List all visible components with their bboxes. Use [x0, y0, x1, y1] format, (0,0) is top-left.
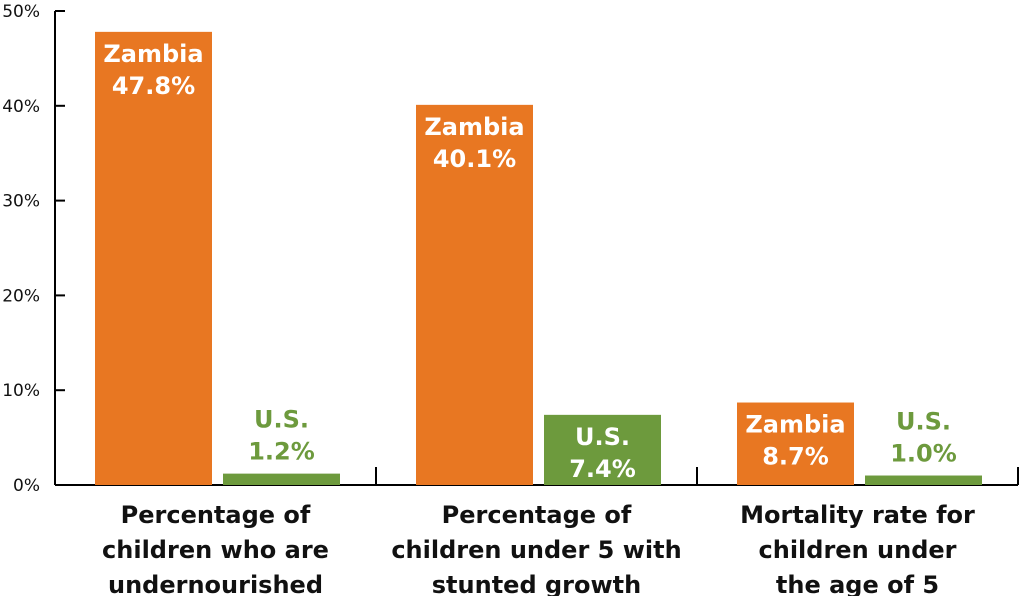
y-tick-label: 30% [2, 192, 40, 212]
category-label: the age of 5 [776, 571, 939, 596]
category-label: Percentage of [442, 501, 632, 529]
bar-us [223, 473, 340, 485]
series-name-label: U.S. [896, 408, 951, 436]
category-label: undernourished [108, 571, 323, 596]
series-name-label: U.S. [575, 423, 630, 451]
bar-zambia [737, 402, 854, 485]
series-name-label: Zambia [745, 411, 845, 439]
y-tick-label: 40% [2, 97, 40, 117]
bar-us [544, 414, 661, 485]
axes: 0% 10% 20% 30% 40% 50% [2, 2, 1019, 496]
category-label: Mortality rate for [740, 501, 975, 529]
series-name-label: U.S. [254, 406, 309, 434]
category-label: stunted growth [432, 571, 641, 596]
value-label: 47.8% [112, 72, 195, 100]
category-labels: Percentage of children who are undernouris… [102, 501, 975, 596]
bar-us [865, 475, 982, 485]
data-labels: Zambia 47.8% U.S. 1.2% Zambia 40.1% U.S. 7.4% Za… [103, 40, 956, 483]
value-label: 8.7% [762, 443, 829, 471]
value-label: 1.2% [248, 438, 315, 466]
category-label: children under [759, 536, 957, 564]
series-name-label: Zambia [103, 40, 203, 68]
value-label: 40.1% [433, 145, 516, 173]
bar-zambia [95, 31, 212, 486]
category-label: children who are [102, 536, 329, 564]
y-tick-label: 0% [13, 476, 40, 496]
category-label: Percentage of [121, 501, 311, 529]
bars [95, 31, 982, 486]
category-label: children under 5 with [391, 536, 681, 564]
value-label: 1.0% [890, 440, 957, 468]
y-tick-label: 20% [2, 286, 40, 306]
series-name-label: Zambia [424, 113, 524, 141]
bar-zambia [416, 104, 533, 486]
value-label: 7.4% [569, 455, 636, 483]
y-tick-label: 10% [2, 381, 40, 401]
y-tick-label: 50% [2, 2, 40, 22]
